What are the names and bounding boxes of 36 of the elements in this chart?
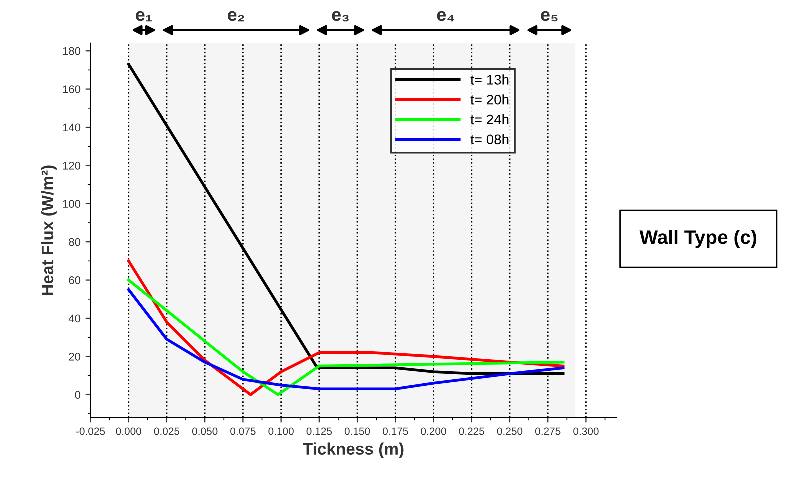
band-label: e₂ — [228, 11, 244, 22]
y-axis-title: Heat Flux (W/m²) — [41, 166, 57, 296]
x-tick-label: 0.275 — [535, 428, 561, 436]
x-tick-label: 0.075 — [230, 428, 256, 436]
x-tick-label: 0.050 — [192, 428, 218, 436]
x-tick-label: 0.025 — [154, 428, 180, 436]
legend-label: t= 13h — [470, 74, 509, 85]
y-tick-label: 140 — [63, 124, 81, 132]
x-tick-label: -0.025 — [76, 428, 106, 436]
text: Wall Type (c) — [640, 230, 757, 248]
y-tick-label: 80 — [69, 238, 81, 246]
x-tick-label: 0.200 — [421, 428, 446, 436]
y-tick-label: 120 — [63, 162, 81, 170]
band-label: e₁ — [136, 11, 152, 22]
y-tick-label: 0 — [75, 391, 81, 400]
band-label: e₅ — [541, 11, 558, 22]
y-tick-label: 40 — [68, 314, 81, 323]
x-tick-label: 0.225 — [459, 428, 484, 436]
x-tick-label: 0.150 — [344, 428, 370, 436]
band-label: e₄ — [437, 11, 454, 22]
x-tick-label: 0.000 — [116, 428, 142, 436]
legend-label: t= 24h — [470, 114, 509, 125]
x-tick-label: 0.250 — [497, 428, 523, 436]
x-tick-label: 0.300 — [574, 428, 599, 436]
x-tick-label: 0.100 — [268, 428, 294, 436]
x-tick-label: 0.175 — [383, 428, 408, 436]
band-label: e₃ — [332, 11, 349, 22]
legend-label: t= 08h — [470, 134, 509, 145]
y-tick-label: 100 — [63, 200, 81, 208]
y-tick-label: 60 — [69, 276, 81, 284]
x-tick-label: 0.125 — [306, 428, 332, 436]
legend-label: t= 20h — [470, 94, 509, 105]
y-tick-label: 180 — [63, 47, 81, 56]
y-tick-label: 20 — [69, 352, 81, 361]
x-axis-title: Tickness (m) — [303, 442, 404, 458]
y-tick-label: 160 — [63, 86, 81, 94]
